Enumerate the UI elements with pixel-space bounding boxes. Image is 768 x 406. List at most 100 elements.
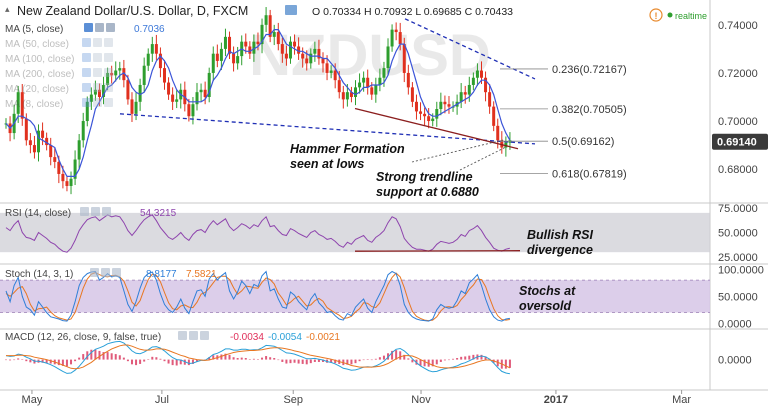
macd-histogram-bar: [122, 357, 125, 360]
indicator-control-icon[interactable]: [104, 83, 113, 92]
indicator-label[interactable]: MA (200, close): [5, 69, 74, 80]
candle-body: [410, 87, 414, 102]
candle-body: [146, 53, 150, 66]
candle-body: [337, 80, 341, 93]
settings-icon[interactable]: [285, 5, 297, 15]
macd-histogram-bar: [21, 359, 24, 360]
candle-body: [439, 101, 443, 110]
candle-body: [284, 53, 288, 59]
indicator-control-icon[interactable]: [93, 98, 102, 107]
macd-histogram-bar: [78, 357, 81, 360]
macd-histogram-bar: [265, 356, 268, 360]
subpanel-control-icon[interactable]: [102, 207, 111, 216]
indicator-control-icon[interactable]: [93, 83, 102, 92]
subpanel-control-icon[interactable]: [200, 331, 209, 340]
macd-histogram-bar: [163, 359, 166, 362]
candle-body: [309, 53, 313, 64]
indicator-control-icon[interactable]: [104, 98, 113, 107]
subpanel-control-icon[interactable]: [91, 207, 100, 216]
candle-body: [463, 92, 467, 95]
candle-body: [305, 58, 309, 64]
indicator-label[interactable]: MA (50, close): [5, 39, 69, 50]
collapse-icon[interactable]: ▴: [5, 4, 10, 14]
macd-histogram-bar: [391, 350, 394, 360]
subpanel-control-icon[interactable]: [189, 331, 198, 340]
macd-histogram-bar: [456, 358, 459, 360]
candle-body: [431, 118, 435, 122]
macd-histogram-bar: [159, 358, 162, 360]
indicator-label[interactable]: MA (20, close): [5, 84, 69, 95]
candle-body: [134, 101, 138, 114]
candle-body: [317, 48, 321, 59]
candle-body: [219, 48, 223, 61]
indicator-control-icon[interactable]: [82, 98, 91, 107]
macd-histogram-bar: [480, 354, 483, 360]
candle-body: [37, 130, 41, 153]
indicator-control-icon[interactable]: [95, 23, 104, 32]
macd-histogram-bar: [321, 359, 324, 362]
candle-body: [443, 101, 447, 105]
subpanel-control-icon[interactable]: [90, 268, 99, 277]
candle-body: [57, 161, 61, 174]
indicator-control-icon[interactable]: [93, 38, 102, 47]
macd-histogram-bar: [293, 359, 296, 363]
subpanel-label[interactable]: MACD (12, 26, close, 9, false, true): [5, 332, 161, 343]
subpanel-value: -0.0054: [268, 332, 302, 343]
candle-body: [150, 44, 154, 54]
indicator-control-icon[interactable]: [104, 38, 113, 47]
subpanel-control-icon[interactable]: [101, 268, 110, 277]
candle-body: [256, 41, 260, 45]
rsi-annotation: Bullish RSI: [527, 228, 594, 242]
candle-body: [423, 113, 427, 117]
fib-level-label: 0.618(0.67819): [552, 168, 627, 180]
indicator-label[interactable]: MA (100, close): [5, 54, 74, 65]
macd-histogram-bar: [464, 356, 467, 360]
candle-body: [16, 92, 20, 114]
candle-body: [122, 68, 126, 81]
candle-body: [297, 46, 301, 54]
indicator-control-icon[interactable]: [104, 68, 113, 77]
subpanel-label[interactable]: Stoch (14, 3, 1): [5, 269, 73, 280]
indicator-control-icon[interactable]: [104, 53, 113, 62]
subpanel-control-icon[interactable]: [178, 331, 187, 340]
subpanel-control-icon[interactable]: [112, 268, 121, 277]
macd-histogram-bar: [126, 359, 129, 362]
candle-body: [467, 84, 471, 95]
candle-body: [154, 44, 158, 54]
macd-histogram-bar: [508, 359, 511, 368]
indicator-label[interactable]: MA (8, close): [5, 99, 63, 110]
candle-body: [110, 72, 114, 76]
subpanel-value: -0.0021: [306, 332, 340, 343]
exclamation-circle-icon[interactable]: [649, 8, 663, 22]
indicator-control-icon[interactable]: [82, 83, 91, 92]
candle-body: [386, 46, 390, 69]
indicator-control-icon[interactable]: [82, 38, 91, 47]
indicator-control-icon[interactable]: [93, 53, 102, 62]
candle-body: [264, 15, 268, 25]
indicator-control-icon[interactable]: [82, 53, 91, 62]
candle-body: [228, 36, 232, 54]
indicator-control-icon[interactable]: [84, 23, 93, 32]
candle-body: [293, 41, 297, 47]
indicator-control-icon[interactable]: [93, 68, 102, 77]
indicator-control-icon[interactable]: [106, 23, 115, 32]
macd-histogram-bar: [443, 359, 446, 361]
candle-body: [97, 89, 101, 97]
trendline-annotation: Strong trendline: [376, 170, 473, 184]
indicator-value: 0.7036: [134, 24, 165, 35]
indicator-label[interactable]: MA (5, close): [5, 24, 63, 35]
candle-body: [236, 56, 240, 64]
candle-body: [366, 77, 370, 88]
candle-body: [41, 130, 45, 138]
time-tick-label: Sep: [283, 394, 303, 406]
candle-body: [244, 41, 248, 47]
candle-body: [374, 84, 378, 95]
indicator-control-icon[interactable]: [82, 68, 91, 77]
macd-histogram-bar: [504, 359, 507, 369]
candle-body: [333, 70, 337, 81]
price-tick-label: 0.72000: [718, 68, 758, 80]
stoch-panel: [5, 270, 510, 322]
subpanel-control-icon[interactable]: [80, 207, 89, 216]
subpanel-label[interactable]: RSI (14, close): [5, 208, 71, 219]
